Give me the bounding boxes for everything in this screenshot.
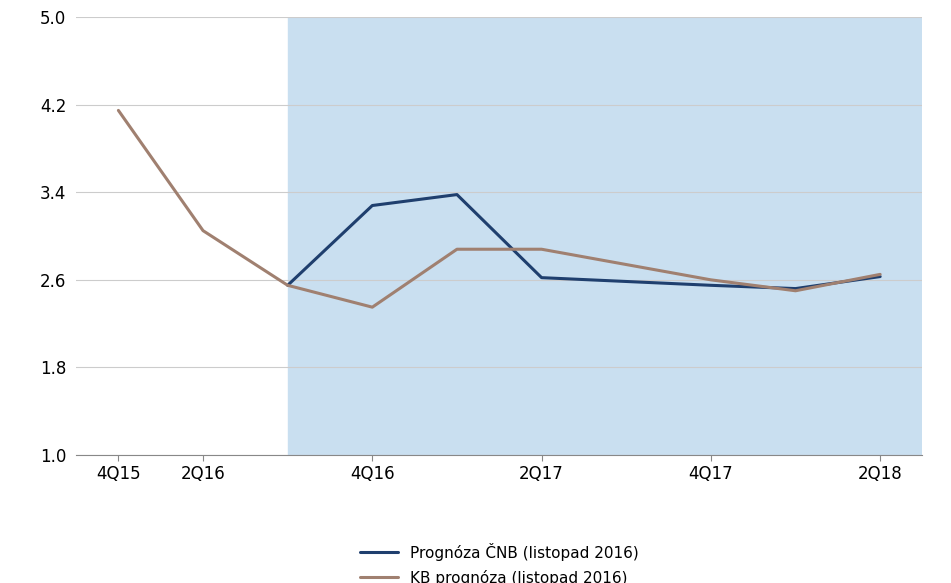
KB prognóza (listopad 2016) bbox=[789, 287, 801, 294]
Prognóza ČNB (listopad 2016) bbox=[706, 282, 717, 289]
KB prognóza (listopad 2016) bbox=[536, 246, 548, 253]
Prognóza ČNB (listopad 2016) bbox=[281, 282, 293, 289]
Legend: Prognóza ČNB (listopad 2016), KB prognóza (listopad 2016): Prognóza ČNB (listopad 2016), KB prognóz… bbox=[354, 537, 645, 583]
KB prognóza (listopad 2016) bbox=[875, 271, 886, 278]
KB prognóza (listopad 2016) bbox=[452, 246, 463, 253]
KB prognóza (listopad 2016) bbox=[706, 276, 717, 283]
Line: Prognóza ČNB (listopad 2016): Prognóza ČNB (listopad 2016) bbox=[287, 195, 881, 289]
Prognóza ČNB (listopad 2016) bbox=[875, 273, 886, 280]
KB prognóza (listopad 2016) bbox=[367, 304, 378, 311]
Prognóza ČNB (listopad 2016) bbox=[367, 202, 378, 209]
Prognóza ČNB (listopad 2016) bbox=[536, 274, 548, 281]
KB prognóza (listopad 2016) bbox=[281, 282, 293, 289]
Line: KB prognóza (listopad 2016): KB prognóza (listopad 2016) bbox=[118, 110, 881, 307]
KB prognóza (listopad 2016) bbox=[198, 227, 209, 234]
Prognóza ČNB (listopad 2016) bbox=[789, 285, 801, 292]
Prognóza ČNB (listopad 2016) bbox=[452, 191, 463, 198]
KB prognóza (listopad 2016) bbox=[112, 107, 124, 114]
Bar bbox=[287, 17, 922, 455]
